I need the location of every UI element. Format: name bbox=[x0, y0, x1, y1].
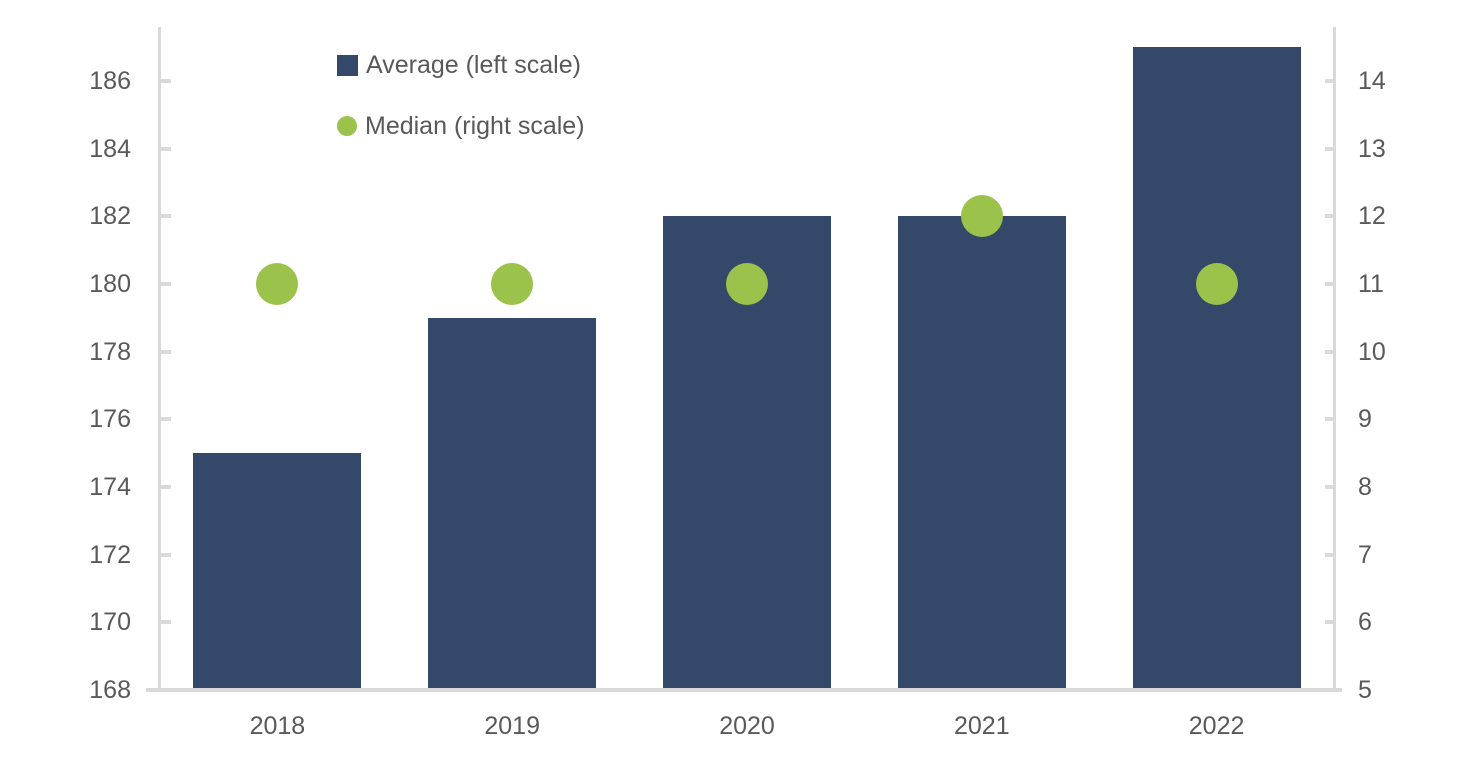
right-axis-tick bbox=[1325, 552, 1335, 557]
legend-item-median: Median (right scale) bbox=[337, 111, 585, 141]
left-axis-tick bbox=[161, 688, 171, 692]
median-dot-2018 bbox=[256, 263, 299, 306]
right-axis-line bbox=[1333, 27, 1336, 690]
right-axis-tick bbox=[1325, 79, 1335, 84]
left-axis-tick-label: 182 bbox=[89, 202, 131, 231]
median-dot-2020 bbox=[726, 263, 768, 306]
left-axis-tick bbox=[161, 282, 171, 287]
x-axis-category-label: 2022 bbox=[1188, 712, 1245, 740]
median-dot-2022 bbox=[1195, 263, 1238, 306]
right-axis-tick bbox=[1325, 349, 1335, 354]
right-axis-tick-label: 8 bbox=[1358, 473, 1372, 502]
right-axis-tick-label: 11 bbox=[1358, 270, 1384, 299]
left-axis-line bbox=[158, 27, 161, 690]
median-dot-2021 bbox=[960, 195, 1003, 238]
x-axis-category-label: 2021 bbox=[953, 712, 1010, 740]
left-axis-tick-label: 168 bbox=[89, 676, 131, 704]
left-axis-tick bbox=[161, 214, 171, 219]
right-axis-tick-label: 7 bbox=[1358, 540, 1372, 569]
left-axis-tick-label: 186 bbox=[89, 67, 131, 96]
x-axis-category-label: 2020 bbox=[719, 712, 775, 740]
right-axis-tick-label: 10 bbox=[1358, 337, 1386, 366]
left-axis-tick-label: 178 bbox=[89, 337, 131, 366]
left-axis-tick bbox=[161, 79, 171, 84]
left-axis-tick bbox=[161, 146, 171, 151]
average-bar-2019 bbox=[428, 317, 597, 690]
right-axis-tick-label: 5 bbox=[1358, 676, 1372, 704]
average-bar-2022 bbox=[1132, 47, 1301, 690]
legend-label-average: Average (left scale) bbox=[366, 50, 581, 79]
right-axis-tick-label: 9 bbox=[1358, 405, 1372, 434]
legend-item-average: Average (left scale) bbox=[337, 50, 585, 80]
left-axis-tick bbox=[161, 417, 171, 422]
average-bar-2018 bbox=[193, 453, 362, 690]
legend-label-median: Median (right scale) bbox=[365, 111, 585, 140]
x-axis-category-label: 2019 bbox=[484, 712, 540, 740]
left-axis-tick bbox=[161, 552, 171, 557]
left-axis-tick bbox=[161, 620, 171, 625]
median-series-swatch-icon bbox=[337, 116, 357, 136]
left-axis-tick-label: 174 bbox=[89, 473, 131, 502]
left-axis-tick-label: 180 bbox=[89, 270, 131, 299]
left-axis-tick-label: 184 bbox=[89, 134, 131, 163]
left-axis-tick-label: 172 bbox=[89, 540, 131, 569]
x-axis-category-label: 2018 bbox=[249, 712, 306, 740]
average-bar-2021 bbox=[897, 216, 1066, 690]
right-axis-tick-label: 13 bbox=[1358, 134, 1386, 163]
left-axis-tick bbox=[161, 485, 171, 490]
right-axis-tick-label: 12 bbox=[1358, 202, 1386, 231]
x-axis-baseline bbox=[146, 688, 1342, 692]
average-series-swatch-icon bbox=[337, 54, 358, 76]
left-axis-tick bbox=[161, 349, 171, 354]
right-axis-tick bbox=[1325, 688, 1335, 692]
right-axis-tick bbox=[1325, 282, 1335, 287]
right-axis-tick bbox=[1325, 620, 1335, 625]
right-axis-tick bbox=[1325, 146, 1335, 151]
right-axis-tick-label: 6 bbox=[1358, 608, 1372, 637]
left-axis-tick-label: 170 bbox=[89, 608, 131, 637]
right-axis-tick bbox=[1325, 485, 1335, 490]
right-axis-tick bbox=[1325, 417, 1335, 422]
right-axis-tick bbox=[1325, 214, 1335, 219]
legend: Average (left scale) Median (right scale… bbox=[337, 50, 585, 141]
left-axis-tick-label: 176 bbox=[89, 405, 131, 434]
median-dot-2019 bbox=[491, 263, 534, 306]
right-axis-tick-label: 14 bbox=[1358, 67, 1386, 96]
